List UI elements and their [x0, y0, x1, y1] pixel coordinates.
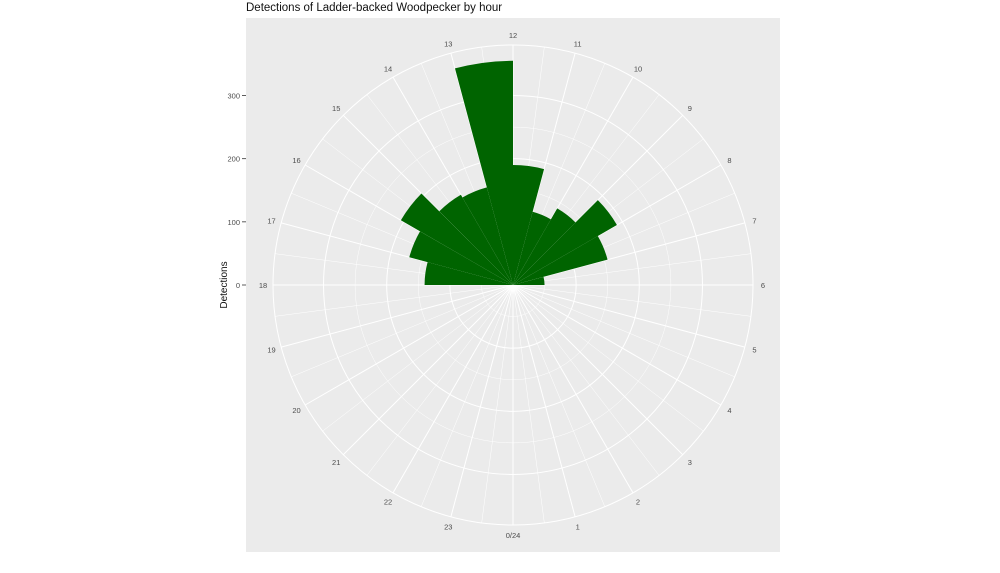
- x-tick-label: 21: [332, 458, 340, 467]
- major-gridline-radial: [342, 284, 514, 456]
- major-gridline-radial: [512, 222, 745, 286]
- bar-hour-16: [409, 231, 513, 285]
- major-gridline-radial: [392, 284, 514, 494]
- y-axis-label: Detections: [219, 261, 230, 308]
- x-tick-label: 19: [267, 346, 275, 355]
- x-tick-label: 2: [636, 498, 640, 507]
- x-tick-label: 23: [444, 522, 452, 531]
- bar-hour-17: [424, 262, 513, 285]
- bar-hour-15: [400, 193, 513, 285]
- bar-hour-7: [513, 236, 608, 285]
- minor-gridline-radial: [512, 284, 606, 507]
- y-tick-label: 0: [236, 281, 240, 290]
- major-gridline-radial: [512, 284, 684, 456]
- minor-gridline-radial: [366, 284, 514, 476]
- major-gridline-radial: [281, 284, 514, 348]
- x-tick-label: 14: [384, 64, 392, 73]
- bar-hour-13: [462, 187, 513, 285]
- x-tick-label: 15: [332, 104, 340, 113]
- x-tick-label: 1: [576, 522, 580, 531]
- x-tick-label: 3: [688, 458, 692, 467]
- x-tick-label: 8: [727, 156, 731, 165]
- x-tick-label: 6: [761, 281, 765, 290]
- y-tick-label: 200: [227, 155, 240, 164]
- minor-gridline-radial: [512, 284, 660, 476]
- major-gridline-radial: [304, 164, 514, 286]
- x-tick-label: 4: [727, 406, 731, 415]
- x-tick-label: 17: [267, 216, 275, 225]
- major-gridline-radial: [512, 284, 745, 348]
- bar-hour-8: [513, 200, 617, 285]
- x-tick-label: 11: [574, 40, 582, 49]
- major-gridline-radial: [512, 76, 634, 286]
- major-gridline-radial: [512, 284, 634, 494]
- bar-hour-9: [513, 208, 576, 285]
- x-tick-label: 16: [292, 156, 300, 165]
- minor-gridline-radial: [275, 284, 514, 317]
- x-tick-label: 5: [752, 346, 756, 355]
- minor-gridline-radial: [512, 284, 751, 317]
- minor-gridline-radial: [512, 284, 704, 432]
- major-gridline-radial: [512, 284, 576, 517]
- x-tick-label: 13: [444, 40, 452, 49]
- y-tick-label: 300: [227, 92, 240, 101]
- bar-hour-14: [439, 194, 513, 285]
- bar-hour-11: [513, 165, 545, 285]
- major-gridline-radial: [450, 284, 514, 517]
- x-tick-label: 9: [688, 104, 692, 113]
- x-tick-label: 0/24: [506, 531, 521, 540]
- x-tick-label: 7: [752, 216, 756, 225]
- minor-gridline-radial: [322, 284, 514, 432]
- x-tick-label: 18: [259, 281, 267, 290]
- x-tick-label: 20: [292, 406, 300, 415]
- bar-hour-12: [454, 60, 513, 285]
- x-tick-label: 10: [634, 64, 642, 73]
- x-tick-label: 12: [509, 31, 517, 40]
- major-gridline-radial: [304, 284, 514, 406]
- minor-gridline-radial: [512, 253, 751, 286]
- minor-gridline-radial: [481, 284, 514, 523]
- chart-title: Detections of Ladder-backed Woodpecker b…: [246, 2, 503, 14]
- minor-gridline-radial: [512, 284, 735, 378]
- minor-gridline-radial: [512, 284, 545, 523]
- bar-hour-10: [513, 211, 551, 285]
- minor-gridline-radial: [291, 284, 514, 378]
- bar-hour-6: [513, 276, 545, 285]
- x-tick-label: 22: [384, 498, 392, 507]
- major-gridline-radial: [512, 284, 722, 406]
- minor-gridline-radial: [420, 284, 514, 507]
- y-tick-label: 100: [227, 218, 240, 227]
